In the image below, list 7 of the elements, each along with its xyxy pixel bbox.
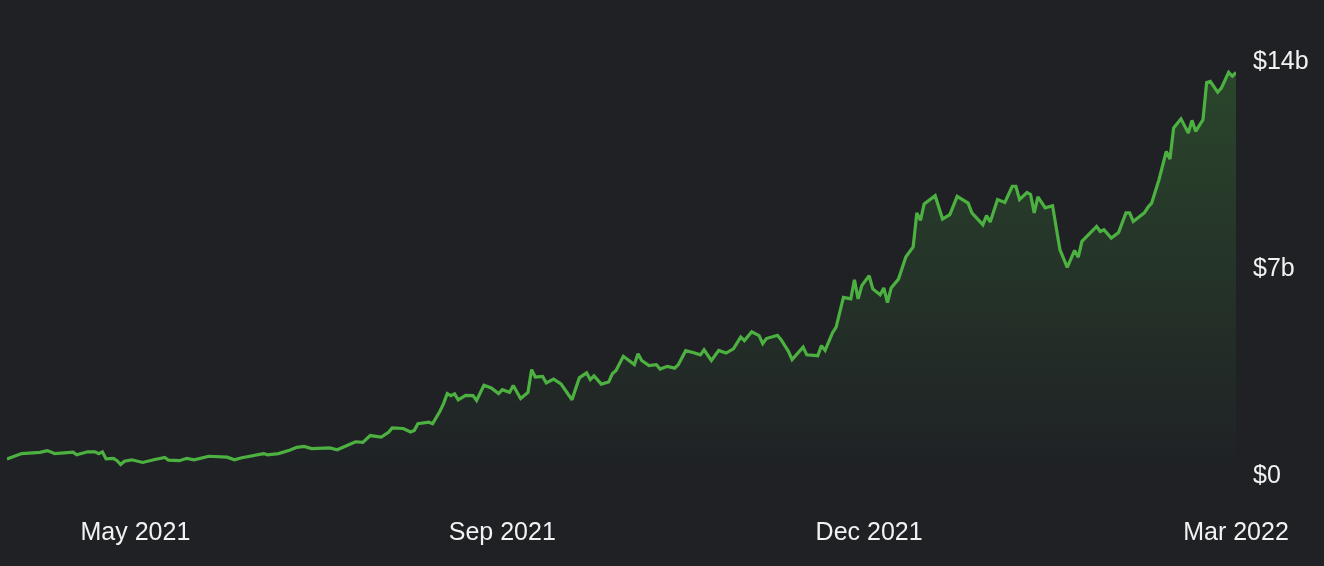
x-tick-label: Mar 2022 <box>1183 517 1289 545</box>
x-tick-label: Dec 2021 <box>815 517 923 545</box>
x-tick-label: Sep 2021 <box>448 517 556 545</box>
y-tick-label: $7b <box>1253 252 1295 281</box>
y-tick-label: $0 <box>1253 459 1281 488</box>
x-tick-label: May 2021 <box>80 517 191 545</box>
y-tick-label: $14b <box>1253 45 1309 74</box>
